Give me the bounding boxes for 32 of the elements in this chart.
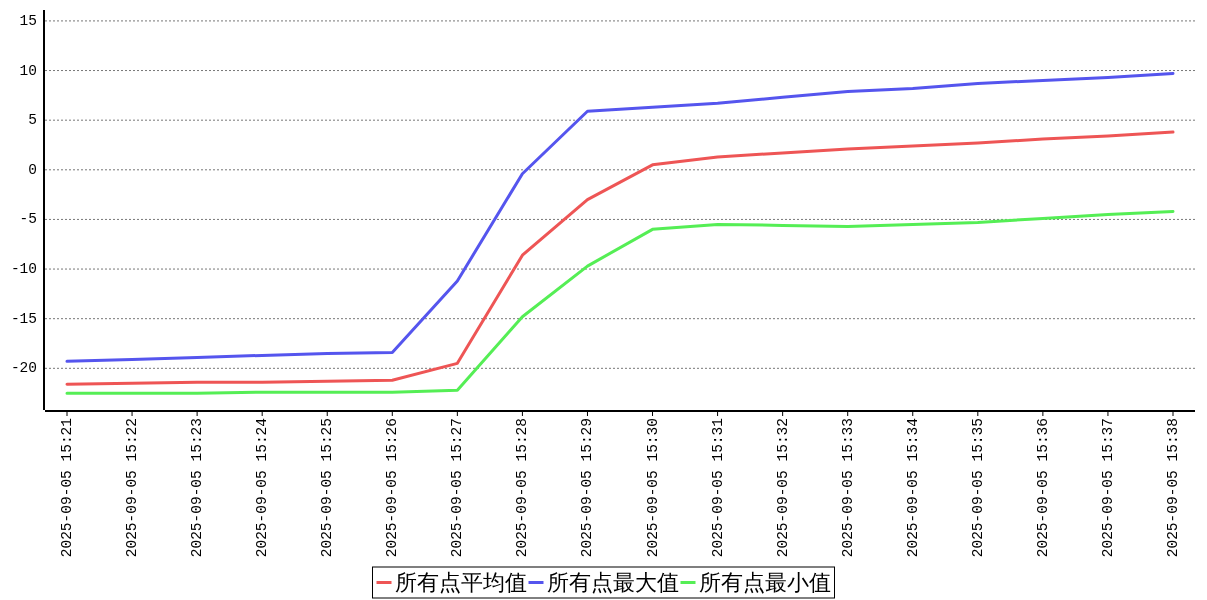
x-tick-label: 2025-09-05 15:23 bbox=[189, 418, 206, 558]
x-tick-label: 2025-09-05 15:26 bbox=[384, 418, 401, 558]
x-tick-label: 2025-09-05 15:31 bbox=[709, 418, 726, 558]
line-series bbox=[65, 209, 1175, 395]
x-tick-label: 2025-09-05 15:30 bbox=[644, 418, 661, 558]
legend-label: 所有点平均值 bbox=[394, 570, 527, 595]
x-tick-label: 2025-09-05 15:29 bbox=[579, 418, 596, 558]
x-tick-label: 2025-09-05 15:38 bbox=[1165, 418, 1181, 558]
x-tick-label: 2025-09-05 15:27 bbox=[449, 418, 466, 558]
x-tick-label: 2025-09-05 15:25 bbox=[319, 418, 336, 558]
x-tick-label: 2025-09-05 15:37 bbox=[1099, 418, 1116, 558]
y-tick-label: 5 bbox=[28, 112, 37, 129]
y-tick-label: -20 bbox=[10, 360, 37, 377]
x-tick-label: 2025-09-05 15:36 bbox=[1034, 418, 1051, 558]
line-series bbox=[65, 72, 1175, 363]
x-tick-label: 2025-09-05 15:24 bbox=[254, 418, 271, 558]
x-tick-label: 2025-09-05 15:21 bbox=[59, 418, 75, 558]
y-tick-label: 0 bbox=[28, 161, 37, 178]
x-tick-label: 2025-09-05 15:33 bbox=[839, 418, 856, 558]
y-tick-label: 10 bbox=[19, 62, 37, 79]
y-tick-label: -10 bbox=[10, 261, 37, 278]
x-tick-label: 2025-09-05 15:22 bbox=[124, 418, 141, 558]
y-tick-label: -5 bbox=[19, 211, 37, 228]
y-tick-label: -15 bbox=[10, 310, 37, 327]
y-tick-label: 15 bbox=[19, 12, 37, 29]
x-tick-label: 2025-09-05 15:32 bbox=[774, 418, 791, 558]
legend-label: 所有点最大值 bbox=[546, 570, 679, 595]
legend-label: 所有点最小值 bbox=[698, 570, 831, 595]
x-tick-label: 2025-09-05 15:28 bbox=[514, 418, 531, 558]
x-tick-label: 2025-09-05 15:34 bbox=[904, 418, 921, 558]
line-series bbox=[65, 130, 1175, 386]
x-tick-label: 2025-09-05 15:35 bbox=[969, 418, 986, 558]
